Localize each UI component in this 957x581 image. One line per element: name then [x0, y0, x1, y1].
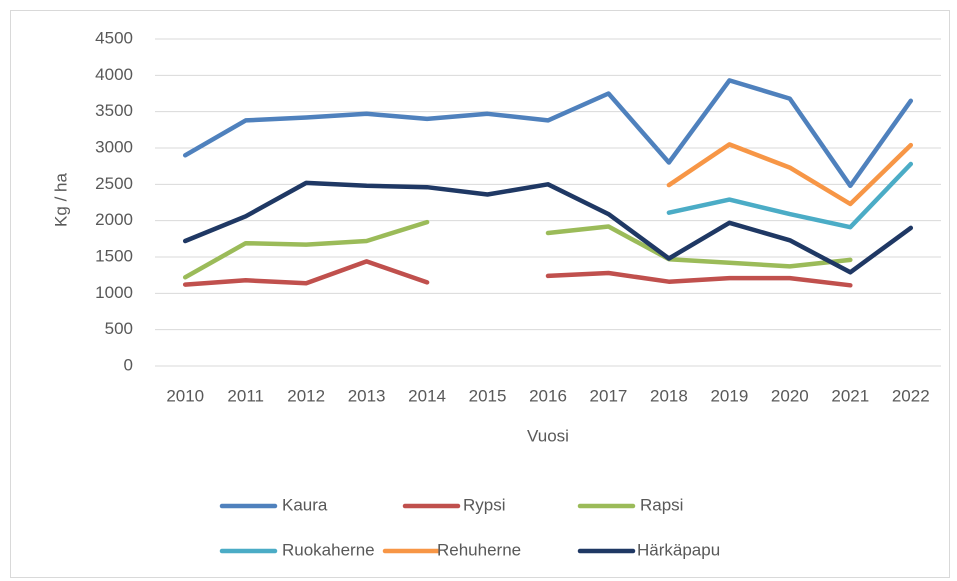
y-tick-label: 500: [105, 319, 133, 338]
y-tick-label: 3000: [95, 137, 133, 156]
x-tick-label: 2019: [710, 386, 748, 405]
legend-label: Kaura: [282, 495, 328, 514]
legend-label: Ruokaherne: [282, 540, 375, 559]
x-tick-label: 2011: [227, 386, 264, 405]
y-axis-title: Kg / ha: [51, 173, 70, 227]
x-tick-label: 2015: [469, 386, 507, 405]
y-tick-label: 4500: [95, 28, 133, 47]
legend-label: Rehuherne: [437, 540, 521, 559]
y-tick-label: 1000: [95, 283, 133, 302]
x-tick-label: 2022: [892, 386, 930, 405]
y-tick-label: 3500: [95, 101, 133, 120]
x-tick-label: 2013: [348, 386, 386, 405]
series-line: [182, 259, 853, 288]
chart-border: [10, 10, 950, 578]
series-line: [182, 78, 914, 189]
x-tick-label: 2018: [650, 386, 688, 405]
x-tick-label: 2020: [771, 386, 809, 405]
y-tick-label: 4000: [95, 65, 133, 84]
x-tick-label: 2010: [166, 386, 204, 405]
x-tick-label: 2012: [287, 386, 325, 405]
legend-label: Härkäpapu: [637, 540, 720, 559]
x-tick-label: 2016: [529, 386, 567, 405]
legend-label: Rypsi: [463, 495, 506, 514]
y-tick-label: 1500: [95, 246, 133, 265]
x-axis-title: Vuosi: [527, 426, 569, 445]
x-tick-label: 2021: [831, 386, 869, 405]
series-line: [182, 219, 853, 280]
x-tick-label: 2014: [408, 386, 446, 405]
x-tick-label: 2017: [590, 386, 628, 405]
y-tick-label: 2000: [95, 210, 133, 229]
legend-label: Rapsi: [640, 495, 683, 514]
series-line: [666, 161, 914, 230]
series-line: [666, 142, 914, 207]
y-tick-label: 2500: [95, 174, 133, 193]
series-line: [182, 180, 914, 275]
y-tick-label: 0: [124, 355, 133, 374]
